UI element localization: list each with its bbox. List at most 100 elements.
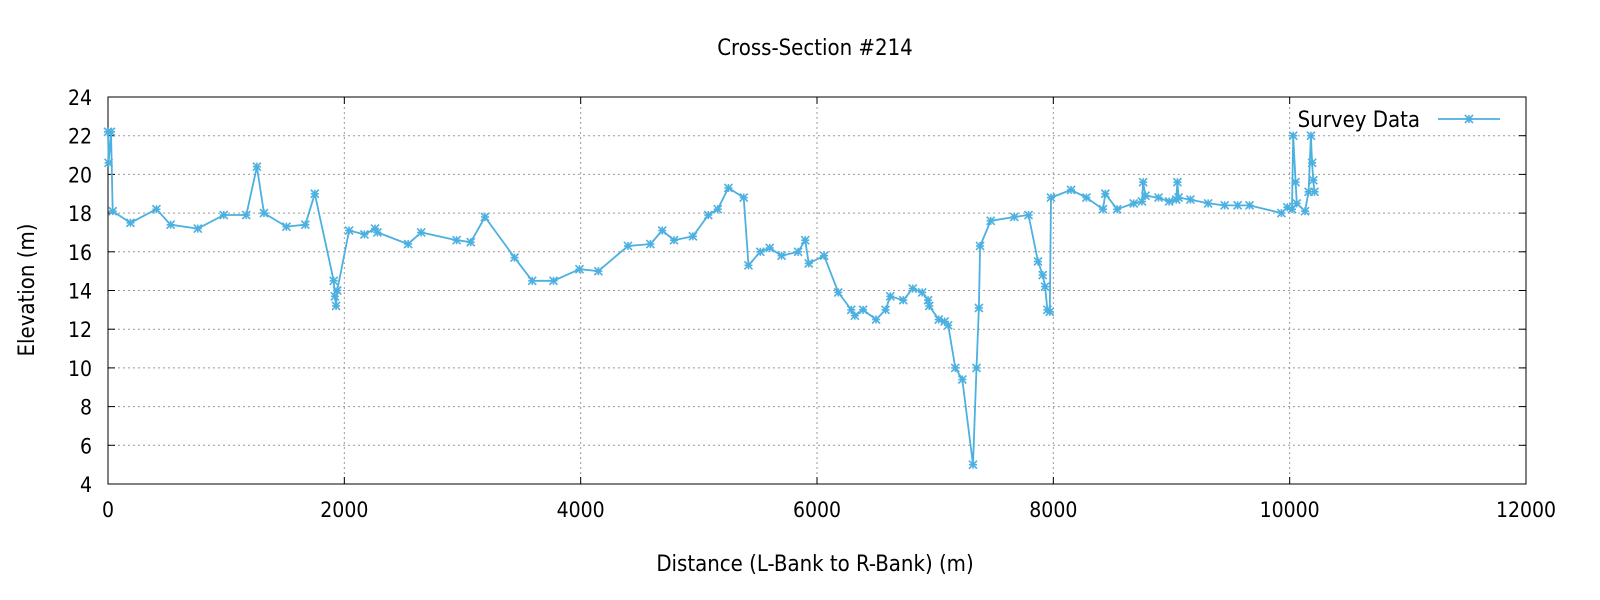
data-point xyxy=(1023,210,1034,220)
data-point xyxy=(548,276,559,286)
data-point xyxy=(917,287,927,298)
data-point xyxy=(219,210,229,220)
x-tick-label: 10000 xyxy=(1260,498,1320,522)
data-point xyxy=(1307,158,1317,168)
data-point xyxy=(1309,187,1320,197)
y-tick-label: 18 xyxy=(68,202,92,226)
data-point xyxy=(1112,204,1122,214)
data-point xyxy=(372,227,382,238)
data-point xyxy=(957,374,967,385)
data-point xyxy=(151,204,162,214)
y-tick-label: 10 xyxy=(68,357,92,381)
y-tick-label: 14 xyxy=(68,280,92,304)
data-point xyxy=(950,363,960,373)
data-point xyxy=(1185,194,1195,205)
data-point xyxy=(908,283,918,294)
data-point xyxy=(1046,193,1056,203)
axis-ticks: 0 2000 4000 6000 8000 10000 12000 4 6 8 10 12 14 16 18… xyxy=(68,86,1556,522)
x-tick-label: 12000 xyxy=(1496,498,1556,522)
data-point xyxy=(125,218,136,228)
data-point xyxy=(1153,193,1164,203)
y-axis-label: Elevation (m) xyxy=(15,224,40,357)
data-point xyxy=(1066,185,1076,195)
x-tick-label: 6000 xyxy=(793,498,841,522)
data-point xyxy=(1140,191,1151,201)
data-point xyxy=(1292,198,1302,208)
data-point xyxy=(776,251,787,261)
y-tick-label: 4 xyxy=(80,473,92,497)
y-tick-label: 6 xyxy=(80,434,92,458)
data-point xyxy=(723,183,733,193)
y-tick-label: 22 xyxy=(68,125,92,149)
y-tick-label: 8 xyxy=(80,396,92,420)
data-point xyxy=(1129,198,1139,208)
data-point xyxy=(934,314,944,325)
series-layer xyxy=(103,127,1320,470)
data-point xyxy=(858,305,868,315)
data-point xyxy=(1098,204,1108,214)
data-point xyxy=(452,235,462,245)
data-point xyxy=(1033,256,1043,267)
legend-marker xyxy=(1464,114,1474,124)
data-point xyxy=(1174,193,1184,203)
data-point xyxy=(850,311,860,321)
x-axis-label: Distance (L-Bank to R-Bank) (m) xyxy=(656,552,973,577)
data-point xyxy=(833,287,843,298)
data-point xyxy=(241,210,251,220)
data-point xyxy=(703,210,713,220)
data-point xyxy=(1300,206,1310,216)
data-point xyxy=(1244,200,1255,210)
grid-lines xyxy=(108,97,1526,484)
data-point xyxy=(743,260,754,270)
data-point xyxy=(1464,114,1474,124)
data-point xyxy=(332,285,342,296)
data-point xyxy=(416,227,426,238)
data-point xyxy=(898,295,908,305)
data-point xyxy=(688,231,698,241)
data-point xyxy=(986,216,996,226)
data-point xyxy=(1081,193,1091,203)
data-point xyxy=(480,212,490,222)
data-point xyxy=(1009,212,1019,222)
data-point xyxy=(329,276,339,286)
data-point xyxy=(106,127,116,137)
data-point xyxy=(344,225,354,236)
data-point xyxy=(657,225,667,236)
data-point xyxy=(974,303,984,313)
data-point xyxy=(623,241,633,251)
data-point xyxy=(1306,131,1316,141)
x-tick-label: 8000 xyxy=(1029,498,1077,522)
legend: Survey Data xyxy=(1298,108,1500,133)
data-point xyxy=(1220,200,1230,210)
y-tick-label: 24 xyxy=(68,86,92,110)
data-point xyxy=(755,247,765,257)
data-point xyxy=(968,460,978,470)
data-point xyxy=(924,301,934,311)
data-point xyxy=(593,266,603,276)
chart-title: Cross-Section #214 xyxy=(717,36,913,61)
data-point xyxy=(403,239,413,249)
data-point xyxy=(713,204,723,214)
series-line xyxy=(107,130,1316,466)
data-point xyxy=(1203,198,1213,208)
data-point xyxy=(645,239,655,249)
data-point xyxy=(193,224,203,234)
data-point xyxy=(1288,131,1298,141)
data-point xyxy=(800,235,810,245)
data-point xyxy=(359,229,369,239)
data-point xyxy=(574,264,585,274)
y-tick-label: 20 xyxy=(68,163,92,187)
y-tick-label: 16 xyxy=(68,241,92,265)
data-point xyxy=(1291,177,1301,187)
data-point xyxy=(252,162,262,172)
data-point xyxy=(1040,282,1050,292)
data-point xyxy=(885,291,895,301)
data-point xyxy=(1100,189,1110,199)
data-point xyxy=(1164,196,1174,207)
data-point xyxy=(1308,175,1318,185)
data-point xyxy=(1233,200,1243,210)
data-point xyxy=(975,241,985,251)
data-point xyxy=(300,220,310,230)
data-point xyxy=(259,208,269,218)
